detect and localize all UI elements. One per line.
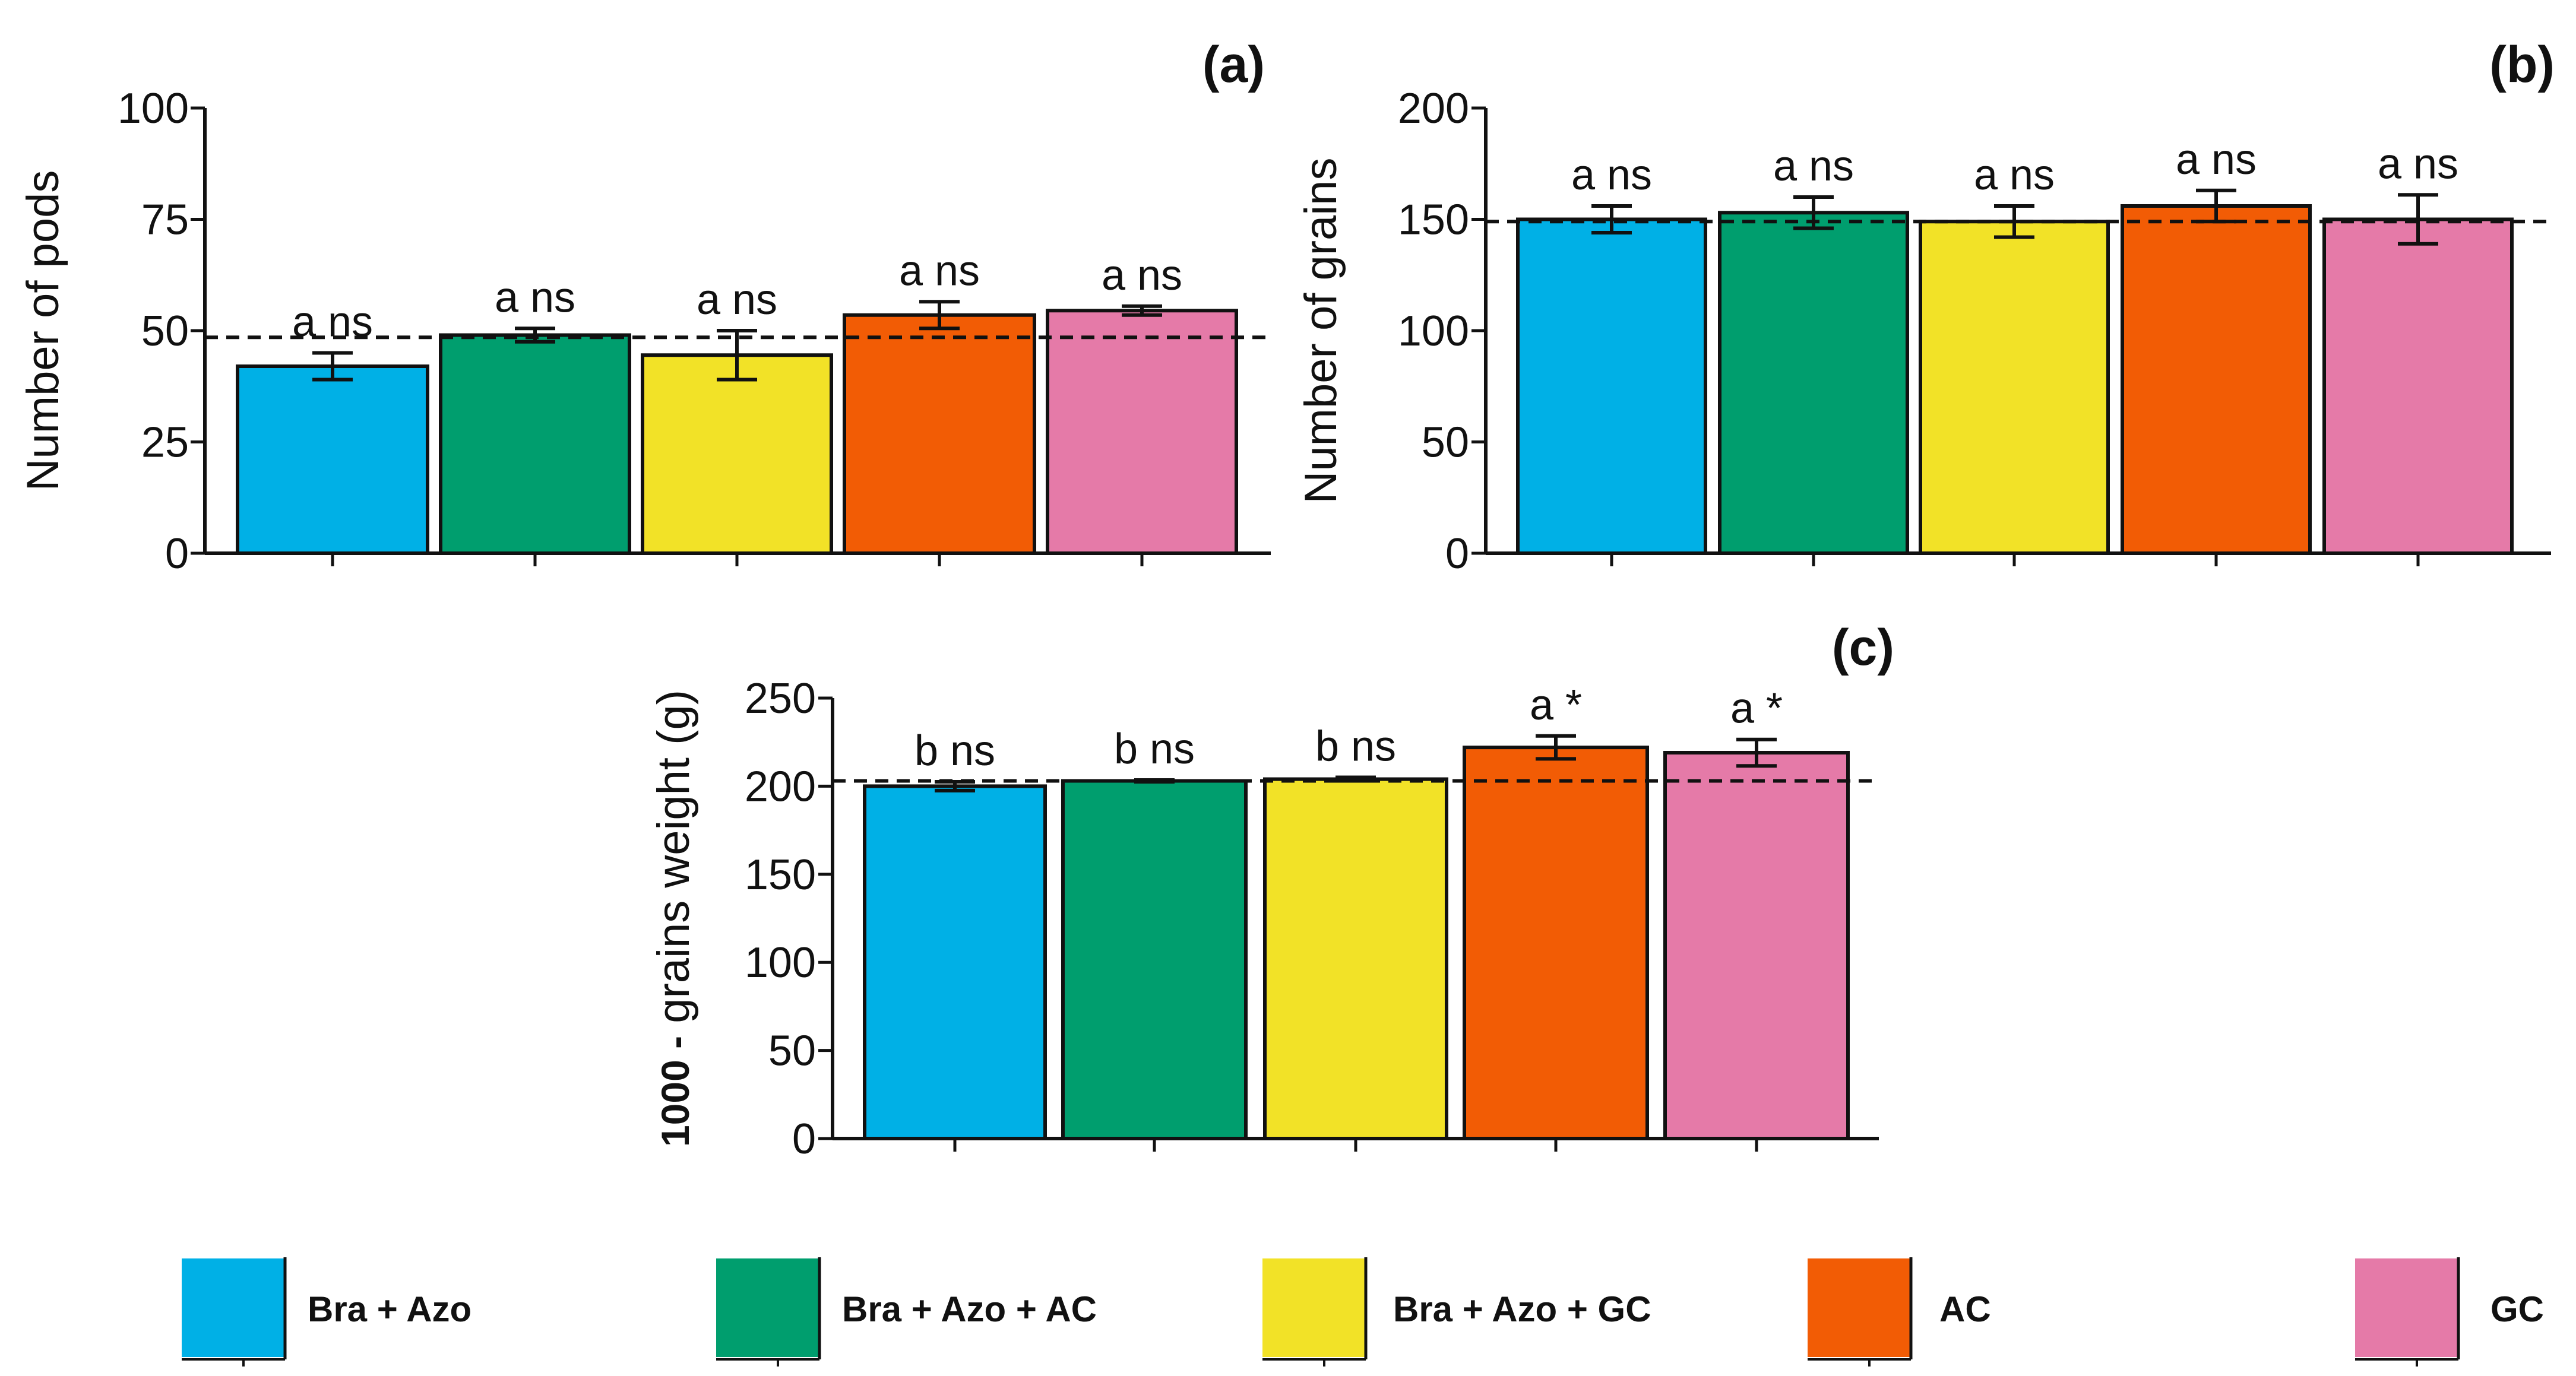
panel-b-chart: a ns a ns a ns a ns a ns 0 50 100 150 200 Number o… (1296, 36, 2555, 578)
bar-5 (1663, 751, 1850, 1141)
legend-item-4: AC (1808, 1257, 1991, 1367)
y-tick-label: 75 (141, 196, 189, 244)
significance-label-5: a * (1730, 685, 1783, 733)
bar-3 (1263, 777, 1448, 1140)
significance-label-2: a ns (495, 274, 575, 321)
error-bar-5 (2398, 193, 2438, 246)
bar-4 (843, 313, 1036, 555)
bar-1 (236, 364, 429, 555)
panel-c-chart: b ns b ns b ns a * a * 0 50 100 150 200 250 1000 - … (648, 619, 1894, 1163)
legend-item-2: Bra + Azo + AC (716, 1257, 1097, 1367)
significance-label-2: b ns (1114, 725, 1195, 773)
y-tick-label: 50 (141, 307, 189, 355)
panel-label: (a) (1202, 36, 1265, 93)
error-bar-5 (1122, 304, 1162, 317)
y-tick-label: 100 (1398, 307, 1469, 355)
bar-3 (1919, 220, 2110, 555)
legend-label: Bra + Azo + GC (1393, 1289, 1651, 1329)
y-axis-title: Number of grains (1296, 158, 1346, 504)
panel-label: (b) (2489, 36, 2555, 93)
y-tick-label: 200 (745, 763, 816, 810)
y-tick-label: 100 (745, 939, 816, 987)
significance-label-5: a ns (2378, 140, 2458, 188)
y-tick-label: 150 (1398, 196, 1469, 244)
significance-label-3: b ns (1315, 723, 1396, 771)
legend-swatch (1262, 1258, 1366, 1357)
significance-label-1: a ns (1571, 151, 1652, 199)
significance-label-4: a ns (899, 247, 980, 294)
legend-swatch (716, 1258, 819, 1357)
bar-4 (2121, 204, 2312, 555)
significance-label-5: a ns (1102, 252, 1182, 299)
legend-label: Bra + Azo + AC (842, 1289, 1097, 1329)
panel-label: (c) (1832, 619, 1894, 676)
significance-label-3: a ns (697, 276, 777, 324)
legend-label: GC (2490, 1289, 2544, 1329)
y-tick-label: 250 (745, 675, 816, 722)
y-axis-title-rest: grains weight (g) (648, 690, 699, 1036)
y-axis-title-bold: 1000 - (653, 1036, 697, 1147)
legend-swatch (2355, 1258, 2458, 1357)
bar-2 (439, 333, 631, 555)
legend-swatch (1808, 1258, 1911, 1357)
bar-5 (2322, 217, 2514, 555)
error-bar-5 (1736, 737, 1777, 768)
y-tick-label: 25 (141, 419, 189, 467)
legend-item-3: Bra + Azo + GC (1262, 1257, 1651, 1367)
significance-label-4: a ns (2176, 136, 2257, 183)
y-tick-label: 150 (745, 851, 816, 899)
error-bar-1 (312, 351, 353, 382)
bar-2 (1718, 211, 1909, 555)
bar-1 (863, 784, 1047, 1140)
y-axis-title: Number of pods (18, 170, 68, 492)
error-bar-3 (1994, 204, 2034, 239)
legend-label: AC (1939, 1289, 1991, 1329)
error-bar-4 (1536, 734, 1576, 761)
y-tick-label: 50 (1422, 419, 1469, 467)
y-tick-label: 100 (118, 85, 189, 132)
y-tick-label: 50 (768, 1028, 816, 1075)
significance-label-1: b ns (914, 727, 995, 775)
legend: Bra + Azo Bra + Azo + AC Bra + Azo + GC AC G… (182, 1257, 2544, 1367)
error-bar-4 (919, 300, 960, 331)
y-tick-label: 200 (1398, 85, 1469, 132)
bar-4 (1463, 746, 1649, 1140)
legend-item-1: Bra + Azo (182, 1257, 471, 1367)
significance-label-3: a ns (1974, 151, 2055, 199)
legend-item-5: GC (2355, 1257, 2544, 1367)
y-tick-label: 0 (792, 1115, 816, 1163)
bar-2 (1061, 779, 1248, 1140)
y-axis-title: 1000 - grains weight (g) (648, 690, 699, 1147)
significance-label-2: a ns (1773, 142, 1854, 190)
y-tick-label: 0 (1445, 530, 1469, 578)
y-tick-label: 0 (165, 530, 189, 578)
bar-5 (1046, 309, 1238, 555)
error-bar-3 (717, 329, 757, 382)
bar-3 (641, 353, 833, 555)
significance-label-4: a * (1530, 681, 1582, 729)
error-bar-1 (1591, 204, 1632, 234)
legend-label: Bra + Azo (308, 1289, 471, 1329)
bar-1 (1516, 217, 1707, 555)
legend-swatch (182, 1258, 285, 1357)
error-bar-2 (515, 326, 555, 344)
